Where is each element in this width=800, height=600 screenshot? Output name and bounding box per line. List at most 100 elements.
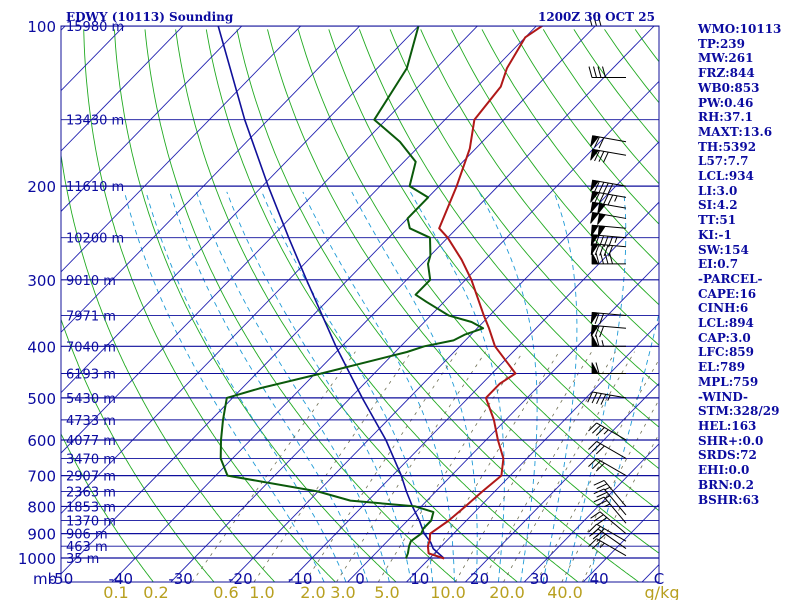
wind-barb: [588, 66, 626, 79]
mixing-ratio-label: 0.6: [213, 583, 238, 600]
mixing-ratio-label: 0.2: [143, 583, 168, 600]
isotherm: [61, 26, 537, 515]
isotherm: [61, 26, 243, 213]
isotherm: [61, 26, 302, 273]
chart-time: 1200Z 30 OCT 25: [538, 10, 655, 24]
sounding-index-item: EL:789: [698, 360, 746, 375]
temperature-tick-label: -30: [168, 570, 193, 588]
plot-frame: [60, 25, 660, 583]
dry-adiabat: [83, 29, 336, 582]
sounding-index-item: SRDS:72: [698, 448, 757, 463]
moist-adiabat: [123, 191, 325, 582]
dry-adiabat: [61, 318, 215, 582]
height-label: 463 m: [66, 540, 108, 555]
sounding-index-item: WMO:10113: [698, 22, 782, 36]
wind-barb: [593, 496, 627, 524]
sounding-index-item: LCL:894: [698, 316, 754, 331]
height-label: 4077 m: [66, 434, 116, 449]
wind-barb: [590, 324, 627, 338]
isotherm: [406, 322, 659, 582]
height-label: 9010 m: [66, 274, 116, 289]
sounding-index-item: -PARCEL-: [698, 271, 763, 286]
height-label: 1370 m: [66, 514, 116, 529]
moist-adiabat: [588, 311, 659, 582]
sounding-index-item: LI:3.0: [698, 183, 738, 198]
temperature-tick-label: -10: [288, 570, 313, 588]
mixing-ratio-line: [418, 351, 560, 582]
moist-adiabat: [542, 191, 578, 582]
chart-title: EDWY (10113) Sounding: [66, 10, 234, 24]
mixing-ratio-label: 40.0: [547, 583, 583, 600]
temperature-tick-label: -50: [49, 570, 74, 588]
wind-barb: [588, 523, 627, 542]
mixing-ratio-label: 5.0: [374, 583, 399, 600]
pressure-tick-label: 400: [27, 338, 56, 356]
pressure-tick-label: 300: [27, 272, 56, 290]
dry-adiabat: [144, 29, 457, 582]
sounding-index-item: FRZ:844: [698, 66, 755, 81]
wind-barb: [590, 511, 627, 535]
isotherm: [61, 26, 420, 394]
isotherm: [111, 26, 655, 582]
mixing-ratio-line: [581, 433, 659, 582]
sounding-index-item: EHI:0.0: [698, 463, 750, 478]
moist-adiabat: [351, 191, 478, 582]
wind-barb: [588, 458, 627, 477]
isotherm: [523, 443, 659, 582]
isotherm: [347, 261, 659, 582]
isotherm: [229, 141, 659, 582]
moist-adiabat: [169, 191, 369, 582]
pressure-tick-label: 200: [27, 178, 56, 196]
height-label: 5430 m: [66, 392, 116, 407]
wind-barb: [591, 252, 626, 265]
moist-adiabat: [261, 191, 434, 582]
mixing-ratio-line: [454, 351, 593, 582]
sounding-index-item: STM:328/29: [698, 404, 780, 419]
sounding-index-item: TP:239: [698, 36, 746, 51]
dewpoint-trace: [219, 26, 485, 559]
moist-adiabat: [145, 191, 347, 582]
pressure-tick-label: 600: [27, 432, 56, 450]
height-label: 1853 m: [66, 500, 116, 515]
mixing-ratio-line: [377, 351, 524, 582]
background-grid: [61, 26, 659, 582]
moist-adiabat: [226, 191, 412, 582]
sounding-index-item: LCL:934: [698, 169, 754, 184]
sounding-index-item: WB0:853: [698, 80, 760, 95]
mixing-ratio-line: [503, 351, 635, 582]
sounding-index-item: CAPE:16: [698, 286, 757, 301]
height-label: 2907 m: [66, 470, 116, 485]
temperature-tick-label: 10: [410, 570, 429, 588]
mixing-ratio-line: [561, 398, 659, 582]
wind-barb: [590, 212, 627, 225]
pressure-tick-label: 700: [27, 468, 56, 486]
sounding-index-item: KI:-1: [698, 227, 732, 242]
mixing-ratio-label: 2.0: [300, 583, 325, 600]
mixing-ratio-label: 20.0: [489, 583, 525, 600]
mixing-ratio-label: 1.0: [249, 583, 274, 600]
temperature-tick-label: 0: [355, 570, 365, 588]
height-label: 7040 m: [66, 340, 116, 355]
sounding-indices-panel: WMO:10113 TP:239 MW:261 FRZ:844 WB0:853 PW:0.…: [698, 22, 798, 507]
isotherm: [465, 382, 659, 582]
wind-barb: [590, 179, 627, 195]
pressure-unit-label: mb: [33, 570, 57, 588]
wind-barb: [591, 335, 626, 347]
dry-adiabat: [61, 432, 154, 582]
height-label: 13430 m: [66, 114, 124, 129]
moist-adiabat: [409, 191, 505, 582]
temperature-tick-label: C: [654, 570, 664, 588]
mixing-ratio-label: g/kg: [645, 583, 680, 600]
sounding-index-item: HEL:163: [698, 418, 757, 433]
sounding-index-item: SI:4.2: [698, 198, 738, 213]
height-label: 2363 m: [66, 486, 116, 501]
height-label: 4733 m: [66, 414, 116, 429]
wind-barb: [590, 311, 627, 325]
dry-adiabat: [358, 29, 659, 428]
sounding-index-item: PW:0.46: [698, 95, 754, 110]
dry-adiabat: [236, 29, 640, 582]
wind-barb: [587, 391, 627, 405]
mixing-ratio-line: [253, 351, 412, 582]
